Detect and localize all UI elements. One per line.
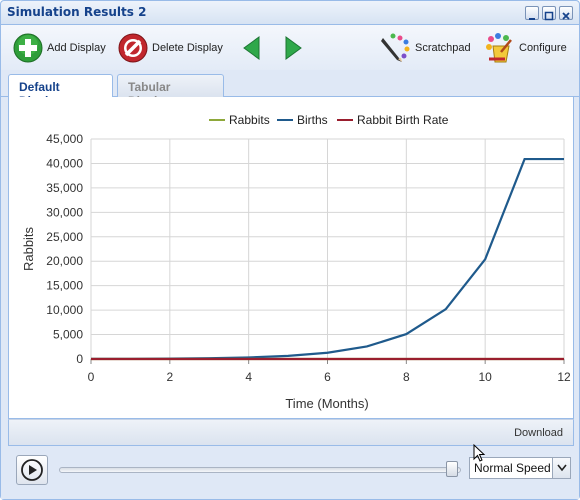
- speed-select-value: Normal Speed: [474, 461, 551, 475]
- y-tick-label: 45,000: [46, 132, 83, 146]
- x-tick-label: 6: [324, 370, 331, 384]
- previous-button[interactable]: [241, 33, 261, 63]
- delete-display-label: Delete Display: [152, 42, 223, 54]
- chart-footer: Download: [8, 419, 574, 446]
- configure-button[interactable]: Configure: [483, 33, 567, 63]
- playback-bar: Normal Speed: [1, 447, 579, 499]
- chevron-down-icon[interactable]: [552, 458, 570, 478]
- display-tabs: Default Display Tabular Display: [1, 71, 579, 108]
- y-tick-label: 15,000: [46, 279, 83, 293]
- toolbar: Add Display Delete Display: [1, 25, 579, 70]
- x-tick-label: 8: [403, 370, 410, 384]
- scratchpad-button[interactable]: Scratchpad: [379, 33, 471, 63]
- add-display-button[interactable]: Add Display: [13, 33, 106, 63]
- tab-default-display[interactable]: Default Display: [8, 74, 113, 108]
- delete-icon: [118, 33, 148, 63]
- chart-panel: 0 5,000 10,000 15,000 20,000 25,000 30,000 35,0…: [8, 97, 574, 419]
- maximize-icon[interactable]: [542, 6, 556, 21]
- play-button[interactable]: [16, 455, 48, 485]
- y-tick-label: 25,000: [46, 230, 83, 244]
- x-tick-label: 0: [88, 370, 95, 384]
- chart-legend: Rabbits Births Rabbit Birth Rate: [209, 113, 449, 127]
- tab-tabular-display[interactable]: Tabular Display: [117, 74, 224, 108]
- legend-label: Rabbit Birth Rate: [357, 113, 449, 127]
- chart-axes: 0 5,000 10,000 15,000 20,000 25,000 30,000 35,0…: [46, 132, 571, 384]
- download-link[interactable]: Download: [514, 427, 563, 439]
- add-icon: [13, 33, 43, 63]
- scratchpad-icon: [381, 33, 410, 62]
- chart-series: [90, 157, 564, 361]
- line-chart: 0 5,000 10,000 15,000 20,000 25,000 30,000 35,0…: [21, 113, 571, 411]
- add-display-label: Add Display: [47, 42, 106, 54]
- arrow-left-icon: [243, 36, 260, 60]
- x-tick-label: 4: [245, 370, 252, 384]
- window-titlebar[interactable]: Simulation Results 2: [1, 1, 579, 25]
- x-tick-label: 12: [557, 370, 571, 384]
- mouse-cursor-icon: [473, 444, 486, 462]
- play-icon: [21, 459, 43, 481]
- y-tick-label: 30,000: [46, 205, 83, 219]
- y-tick-label: 40,000: [46, 156, 83, 170]
- time-slider-handle[interactable]: [446, 461, 458, 477]
- configure-label: Configure: [519, 42, 567, 54]
- time-slider-track[interactable]: [59, 467, 461, 473]
- delete-display-button[interactable]: Delete Display: [118, 33, 223, 63]
- window-title: Simulation Results 2: [7, 5, 147, 19]
- y-tick-label: 10,000: [46, 303, 83, 317]
- scratchpad-label: Scratchpad: [415, 42, 471, 54]
- chart-grid: [90, 138, 565, 360]
- legend-label: Births: [297, 113, 328, 127]
- legend-label: Rabbits: [229, 113, 270, 127]
- y-tick-label: 0: [76, 352, 83, 366]
- x-tick-label: 2: [166, 370, 173, 384]
- speed-select[interactable]: Normal Speed: [469, 457, 571, 479]
- close-icon[interactable]: [559, 6, 573, 20]
- y-tick-label: 20,000: [46, 254, 83, 268]
- arrow-right-icon: [285, 36, 302, 60]
- y-tick-label: 35,000: [46, 181, 83, 195]
- configure-icon: [486, 33, 512, 63]
- y-axis-label: Rabbits: [21, 226, 36, 271]
- minimize-icon[interactable]: [525, 6, 539, 20]
- next-button[interactable]: [284, 33, 304, 63]
- x-axis-label: Time (Months): [285, 396, 368, 411]
- y-tick-label: 5,000: [53, 328, 83, 342]
- x-tick-label: 10: [478, 370, 492, 384]
